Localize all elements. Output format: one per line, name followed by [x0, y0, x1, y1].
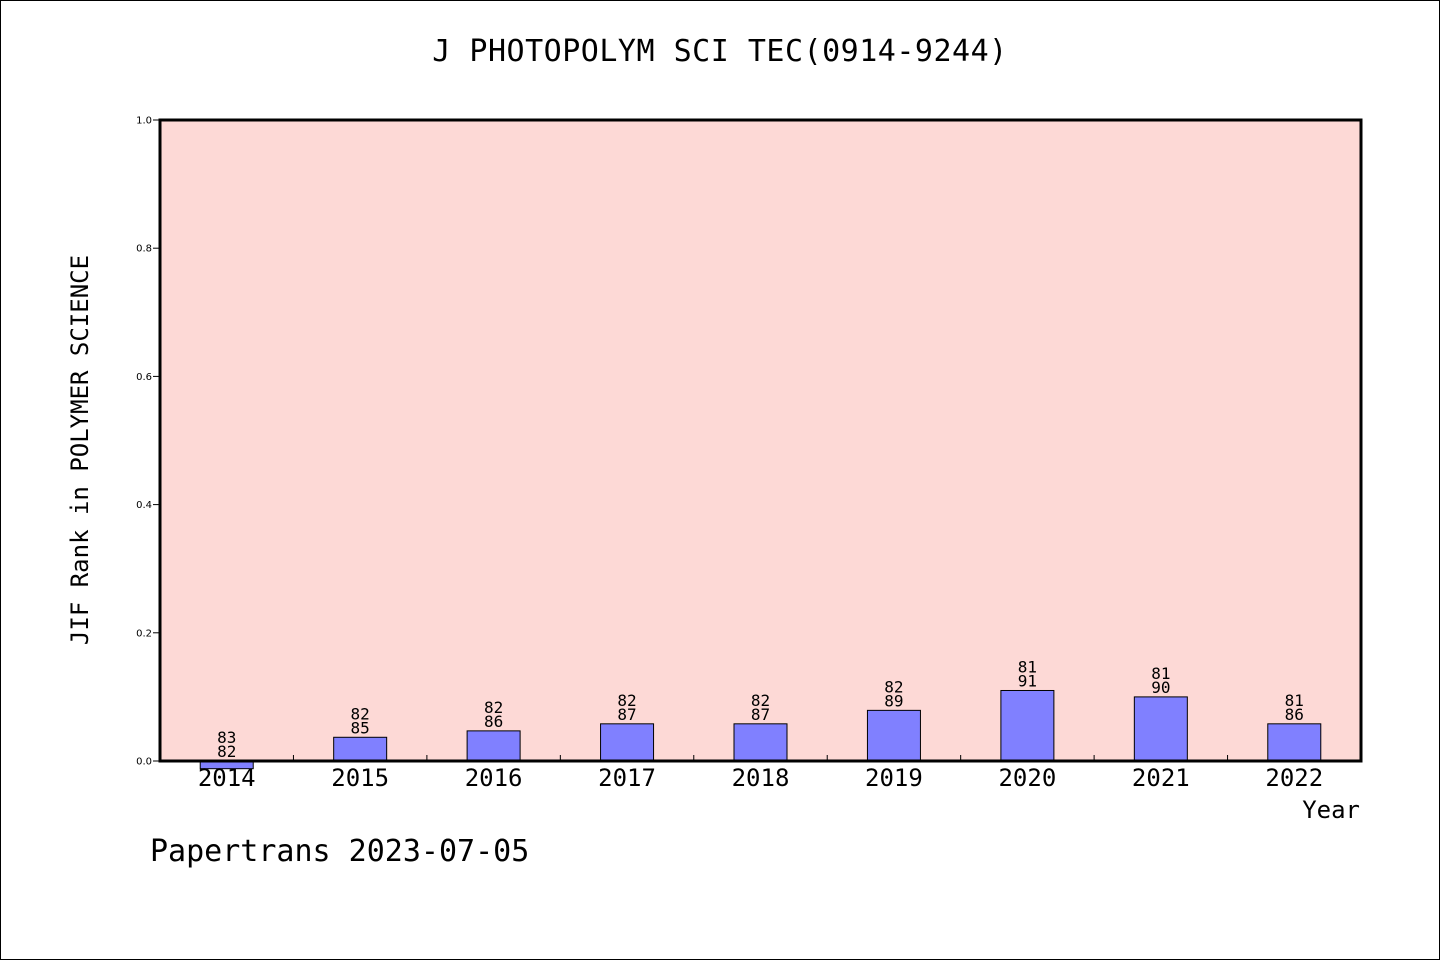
bar-label-top: 82 — [751, 691, 770, 710]
bar-label-bottom: 85 — [351, 718, 370, 737]
bar-label-bottom: 90 — [1151, 678, 1170, 697]
bar-label-bottom: 87 — [617, 705, 636, 724]
x-tick-label: 2021 — [1132, 764, 1190, 792]
footer-text: Papertrans 2023-07-05 — [150, 834, 530, 869]
chart-title: J PHOTOPOLYM SCI TEC(0914-9244) — [432, 34, 1008, 69]
bar — [466, 730, 521, 762]
x-tick-label: 2022 — [1265, 764, 1323, 792]
bar-label-top: 81 — [1018, 657, 1037, 676]
bar-label-bottom: 89 — [884, 691, 903, 710]
x-tick-label: 2020 — [998, 764, 1056, 792]
bar-label-top: 82 — [351, 704, 370, 723]
bar-label-bottom: 86 — [1285, 705, 1304, 724]
bar — [733, 723, 788, 762]
bar — [1267, 723, 1322, 762]
bar-label-top: 81 — [1151, 664, 1170, 683]
y-tick-label: 0.4 — [136, 500, 152, 511]
x-tick-label: 2017 — [598, 764, 656, 792]
x-tick-label: 2019 — [865, 764, 923, 792]
y-tick-label: 0.6 — [136, 372, 152, 383]
bar — [600, 723, 655, 762]
bar-label-top: 82 — [484, 698, 503, 717]
bar — [1133, 696, 1188, 762]
x-tick-label: 2015 — [331, 764, 389, 792]
bar-label-top: 83 — [217, 728, 236, 747]
x-axis-label: Year — [1302, 796, 1360, 824]
bar — [866, 709, 921, 762]
bar-label-bottom: 82 — [217, 742, 236, 761]
plot-background — [160, 120, 1361, 761]
x-tick-label: 2014 — [198, 764, 256, 792]
bar-label-bottom: 86 — [484, 712, 503, 731]
bar — [333, 736, 388, 762]
x-tick-label: 2016 — [465, 764, 523, 792]
bar — [1000, 689, 1055, 762]
y-tick-label: 0.2 — [136, 628, 152, 639]
y-tick-label: 1.0 — [136, 116, 152, 127]
y-tick-label: 0.8 — [136, 244, 152, 255]
x-tick-label: 2018 — [732, 764, 790, 792]
bar-label-bottom: 91 — [1018, 671, 1037, 690]
bar-label-top: 82 — [884, 677, 903, 696]
bar-label-top: 81 — [1285, 691, 1304, 710]
bar-label-top: 82 — [617, 691, 636, 710]
plot-border — [158, 118, 1363, 763]
y-tick-label: 0.0 — [136, 757, 152, 768]
bar-label-bottom: 87 — [751, 705, 770, 724]
